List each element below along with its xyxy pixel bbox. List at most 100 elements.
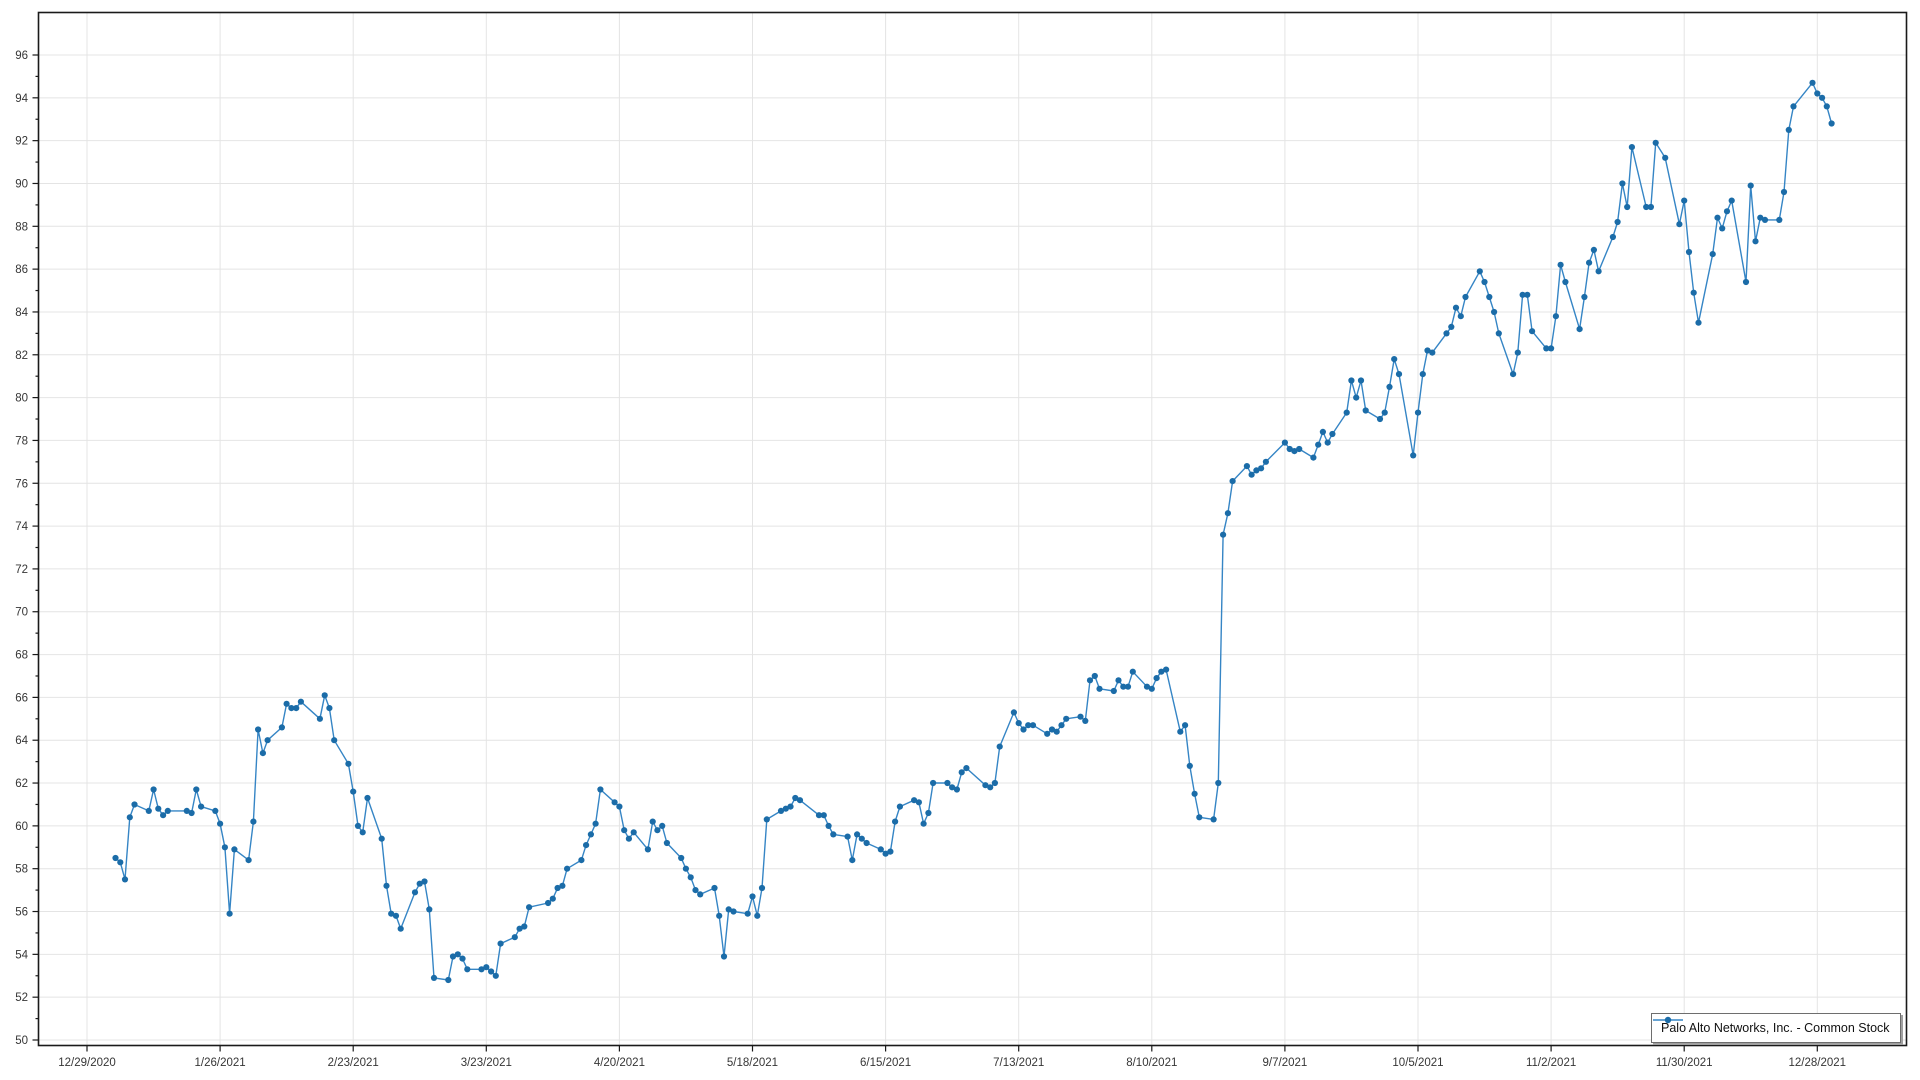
data-point-marker — [1143, 683, 1151, 690]
data-point-marker — [1124, 683, 1132, 690]
data-point-marker — [1048, 726, 1056, 733]
data-point-marker — [226, 910, 233, 917]
data-point-marker — [1082, 717, 1089, 725]
data-point-marker — [1010, 709, 1018, 716]
y-tick-label: 96 — [15, 50, 28, 62]
data-point-marker — [896, 803, 904, 810]
data-point-marker — [526, 904, 533, 911]
data-point-marker — [1543, 345, 1550, 352]
data-point-marker — [255, 726, 262, 733]
data-point-marker — [1752, 238, 1759, 245]
data-point-marker — [787, 803, 794, 810]
y-tick-label: 86 — [15, 264, 28, 276]
data-point-marker — [1514, 349, 1521, 356]
data-point-marker — [193, 786, 200, 793]
data-point-marker — [516, 925, 523, 932]
data-point-marker — [1182, 722, 1189, 729]
data-point-marker — [1486, 293, 1493, 301]
data-point-marker — [1557, 261, 1564, 268]
data-point-marker — [250, 818, 257, 825]
data-point-marker — [288, 705, 295, 712]
data-point-marker — [858, 835, 865, 842]
data-point-marker — [1647, 203, 1654, 211]
data-point-marker — [350, 788, 357, 795]
y-tick-label: 94 — [15, 93, 28, 105]
y-tick-label: 64 — [15, 735, 28, 747]
x-tick-label: 1/26/2021 — [195, 1057, 246, 1069]
data-point-marker — [1153, 675, 1160, 682]
data-point-marker — [920, 820, 927, 827]
data-point-marker — [1291, 448, 1298, 455]
data-point-marker — [1609, 233, 1616, 241]
data-point-marker — [1343, 409, 1350, 416]
data-point-marker — [1395, 371, 1403, 378]
data-point-marker — [1196, 814, 1203, 821]
y-tick-label: 88 — [15, 221, 28, 233]
data-point-marker — [1391, 356, 1398, 363]
data-point-marker — [1044, 730, 1051, 737]
x-tick-label: 7/13/2021 — [993, 1057, 1044, 1069]
data-point-marker — [1819, 94, 1826, 101]
data-point-marker — [987, 784, 994, 791]
data-point-marker — [1424, 347, 1431, 354]
y-tick-label: 78 — [15, 435, 28, 447]
data-point-marker — [663, 839, 671, 847]
data-point-marker — [1785, 126, 1792, 133]
data-point-marker — [264, 737, 271, 744]
data-point-marker — [1386, 383, 1393, 390]
data-point-marker — [730, 908, 737, 915]
x-tick-label: 12/28/2021 — [1789, 1057, 1847, 1069]
data-point-marker — [949, 784, 956, 791]
data-point-marker — [1348, 377, 1355, 384]
data-point-marker — [1248, 471, 1255, 478]
data-point-marker — [659, 822, 666, 830]
data-point-marker — [720, 953, 728, 960]
x-tick-label: 8/10/2021 — [1126, 1057, 1177, 1069]
data-point-marker — [1091, 672, 1098, 680]
data-point-marker — [1628, 144, 1635, 151]
data-point-marker — [1177, 728, 1184, 735]
data-point-marker — [1590, 246, 1597, 253]
data-point-marker — [1780, 188, 1788, 196]
data-point-marker — [744, 910, 751, 917]
data-point-marker — [697, 891, 704, 898]
data-point-marker — [963, 765, 970, 772]
data-point-marker — [592, 820, 599, 827]
data-point-marker — [1761, 216, 1769, 223]
axes — [32, 54, 1818, 1052]
legend-series-marker-icon — [1653, 1016, 1683, 1024]
data-point-marker — [692, 887, 699, 894]
data-point-marker — [911, 797, 918, 804]
y-tick-label: 62 — [15, 778, 28, 790]
data-point-marker — [1524, 291, 1531, 298]
data-point-marker — [1643, 203, 1650, 211]
data-point-marker — [982, 782, 989, 789]
data-point-marker — [1158, 668, 1165, 675]
data-point-marker — [1714, 214, 1721, 221]
data-point-marker — [121, 876, 129, 883]
data-point-marker — [1129, 668, 1136, 675]
data-point-marker — [359, 829, 366, 836]
data-point-marker — [155, 805, 162, 812]
data-point-marker — [331, 737, 338, 744]
data-point-marker — [958, 769, 965, 776]
data-point-marker — [259, 750, 266, 757]
data-point-marker — [1576, 326, 1583, 333]
data-point-marker — [126, 814, 133, 821]
data-point-marker — [217, 820, 224, 827]
data-point-marker — [849, 857, 856, 864]
data-point-marker — [554, 884, 561, 892]
data-point-marker — [782, 805, 789, 812]
data-point-marker — [1619, 180, 1626, 187]
data-point-marker — [1015, 720, 1022, 727]
legend-series-label: Palo Alto Networks, Inc. - Common Stock — [1661, 1021, 1890, 1035]
data-point-marker — [887, 848, 894, 855]
data-point-marker — [877, 846, 884, 853]
data-point-marker — [930, 779, 937, 787]
data-point-markers — [112, 79, 1835, 984]
data-point-marker — [459, 955, 466, 962]
data-point-marker — [426, 906, 433, 913]
data-point-marker — [1690, 289, 1697, 296]
y-tick-label: 70 — [15, 607, 28, 619]
